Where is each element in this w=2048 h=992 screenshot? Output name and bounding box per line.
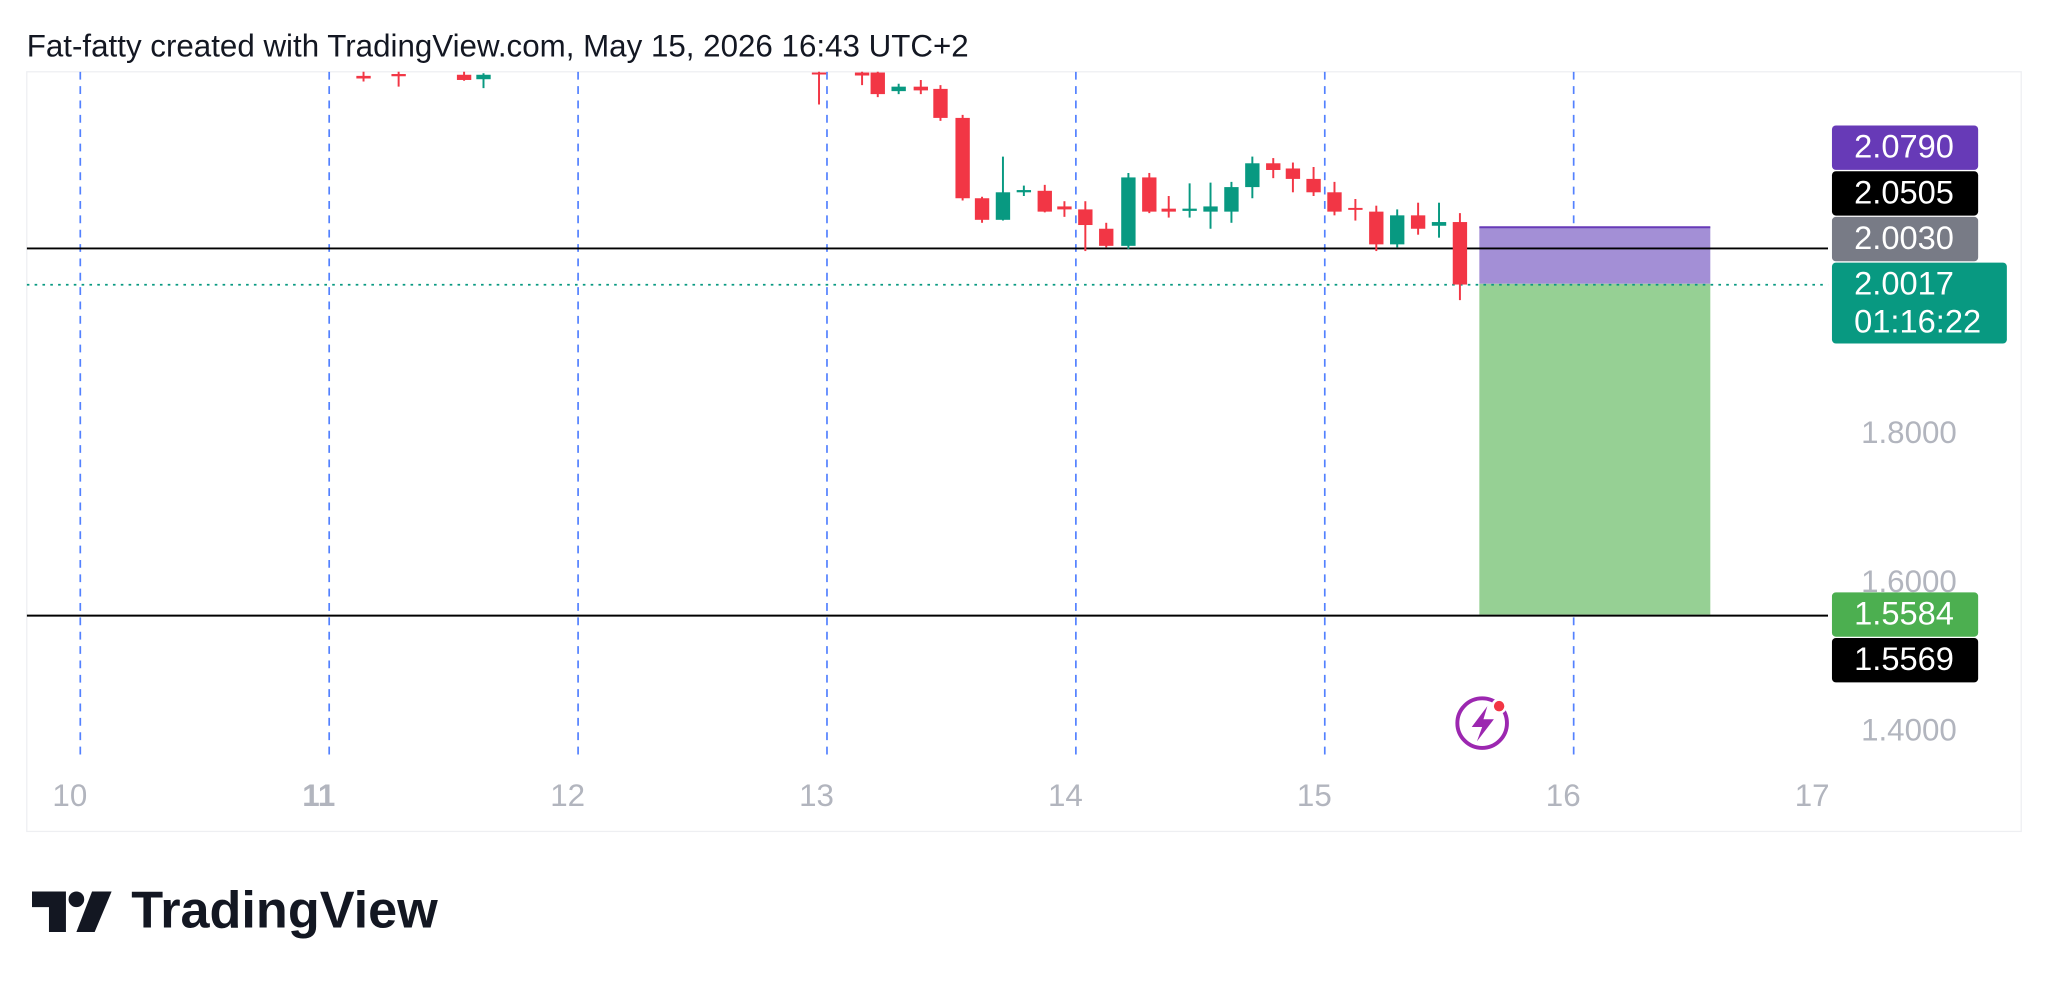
price-label: 2.0790 bbox=[1854, 128, 1954, 165]
candle-body bbox=[1037, 190, 1052, 212]
candle-body bbox=[1161, 208, 1176, 212]
candle-body bbox=[1224, 187, 1239, 212]
candle-body bbox=[955, 117, 970, 199]
price-label-box bbox=[1831, 262, 2007, 344]
price-label-box bbox=[1831, 216, 1979, 262]
price-label-box bbox=[1831, 592, 1979, 637]
y-tick-label: 1.8000 bbox=[1861, 415, 1957, 450]
candle-body bbox=[1266, 163, 1281, 170]
candle-body bbox=[1285, 168, 1301, 179]
candle-body bbox=[1182, 208, 1197, 211]
candle-body bbox=[1203, 206, 1218, 212]
price-label: 2.0505 bbox=[1854, 173, 1954, 210]
candle-body bbox=[1016, 190, 1032, 193]
price-label: 2.0017 bbox=[1854, 265, 1954, 302]
alert-icon bbox=[1455, 696, 1509, 750]
position-target-zone bbox=[1479, 283, 1711, 615]
price-label-box bbox=[1831, 171, 1979, 216]
price-label-box bbox=[1831, 638, 1979, 683]
candle-body bbox=[1390, 215, 1405, 245]
candle-body bbox=[1121, 177, 1136, 246]
candle-body bbox=[1245, 163, 1260, 188]
candle-body bbox=[1410, 215, 1426, 229]
x-tick-label: 14 bbox=[1048, 778, 1083, 813]
candle-body bbox=[933, 88, 948, 118]
candle-body bbox=[391, 74, 406, 77]
candle-body bbox=[1099, 228, 1114, 246]
candle-body bbox=[1431, 222, 1447, 226]
candle-body bbox=[476, 74, 491, 80]
candle-body bbox=[995, 192, 1011, 220]
candle-body bbox=[854, 72, 870, 76]
candle-body bbox=[870, 72, 885, 95]
candle-body bbox=[356, 75, 371, 79]
candle-body bbox=[456, 74, 472, 80]
price-label-box bbox=[1831, 125, 1979, 170]
price-label: 1.5569 bbox=[1854, 640, 1954, 677]
candle-body bbox=[974, 198, 990, 220]
candle-body bbox=[1306, 178, 1321, 193]
x-tick-label: 12 bbox=[550, 778, 585, 813]
candle-body bbox=[811, 72, 827, 75]
candle-body bbox=[1452, 222, 1468, 285]
x-tick-label: 10 bbox=[52, 778, 87, 813]
x-tick-label: 13 bbox=[799, 778, 834, 813]
candle-body bbox=[1369, 211, 1384, 245]
x-tick-label: 11 bbox=[302, 778, 335, 813]
candle-body bbox=[913, 86, 928, 91]
price-label: 2.0030 bbox=[1854, 219, 1954, 256]
candle-body bbox=[1142, 177, 1157, 212]
brand-name: TradingView bbox=[131, 881, 438, 939]
candle-body bbox=[1348, 207, 1363, 210]
x-tick-label: 16 bbox=[1546, 778, 1581, 813]
plot-area bbox=[26, 71, 1829, 758]
candle-body bbox=[1057, 206, 1072, 210]
position-stop-zone bbox=[1479, 227, 1711, 284]
candle-body bbox=[1327, 192, 1342, 212]
candle-body bbox=[1078, 209, 1093, 226]
brand-logo: TradingView bbox=[32, 881, 438, 939]
price-label: 1.5584 bbox=[1854, 594, 1954, 631]
header: Fat-fatty created with TradingView.com, … bbox=[27, 29, 969, 64]
candle-body bbox=[891, 86, 906, 92]
y-tick-label: 1.4000 bbox=[1861, 713, 1957, 748]
countdown-label: 01:16:22 bbox=[1854, 303, 1981, 340]
x-tick-label: 15 bbox=[1297, 778, 1332, 813]
x-tick-label: 17 bbox=[1795, 778, 1830, 813]
